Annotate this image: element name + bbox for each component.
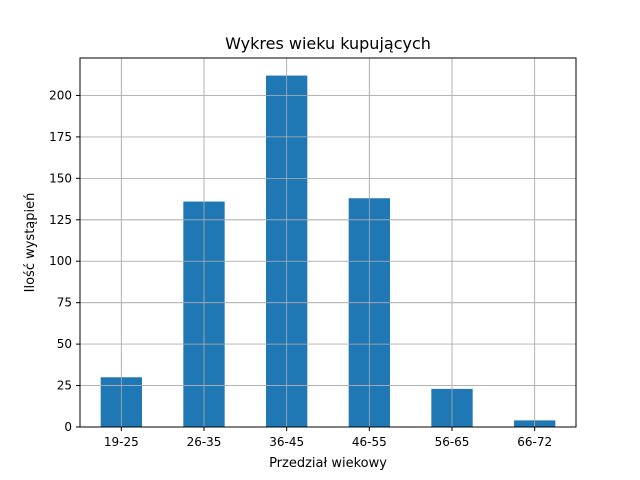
axis-ticks: 0 25 50 75 100 125 150 175 200 19-25 26-35 36-45 46-… xyxy=(49,88,552,449)
plot-frame xyxy=(79,57,577,428)
y-tick-label: 125 xyxy=(49,213,72,227)
y-tick-label: 100 xyxy=(49,254,72,268)
x-tick-label: 36-45 xyxy=(269,435,304,449)
bars xyxy=(80,58,576,428)
grid xyxy=(80,58,576,428)
x-axis-label: Przedział wiekowy xyxy=(269,456,387,471)
chart-title: Wykres wieku kupujących xyxy=(225,34,431,53)
y-tick-label: 75 xyxy=(57,296,72,310)
x-tick-label: 56-65 xyxy=(435,435,470,449)
x-tick-label: 26-35 xyxy=(187,435,222,449)
x-tick-label: 66-72 xyxy=(517,435,552,449)
y-tick-label: 175 xyxy=(49,130,72,144)
x-tick-label: 19-25 xyxy=(104,435,139,449)
x-tick-label: 46-55 xyxy=(352,435,387,449)
y-tick-label: 25 xyxy=(57,379,72,393)
y-axis-label: Ilość wystąpień xyxy=(23,193,38,293)
y-tick-label: 50 xyxy=(57,337,72,351)
y-tick-label: 200 xyxy=(49,88,72,102)
y-tick-label: 0 xyxy=(64,420,72,434)
y-tick-label: 150 xyxy=(49,171,72,185)
